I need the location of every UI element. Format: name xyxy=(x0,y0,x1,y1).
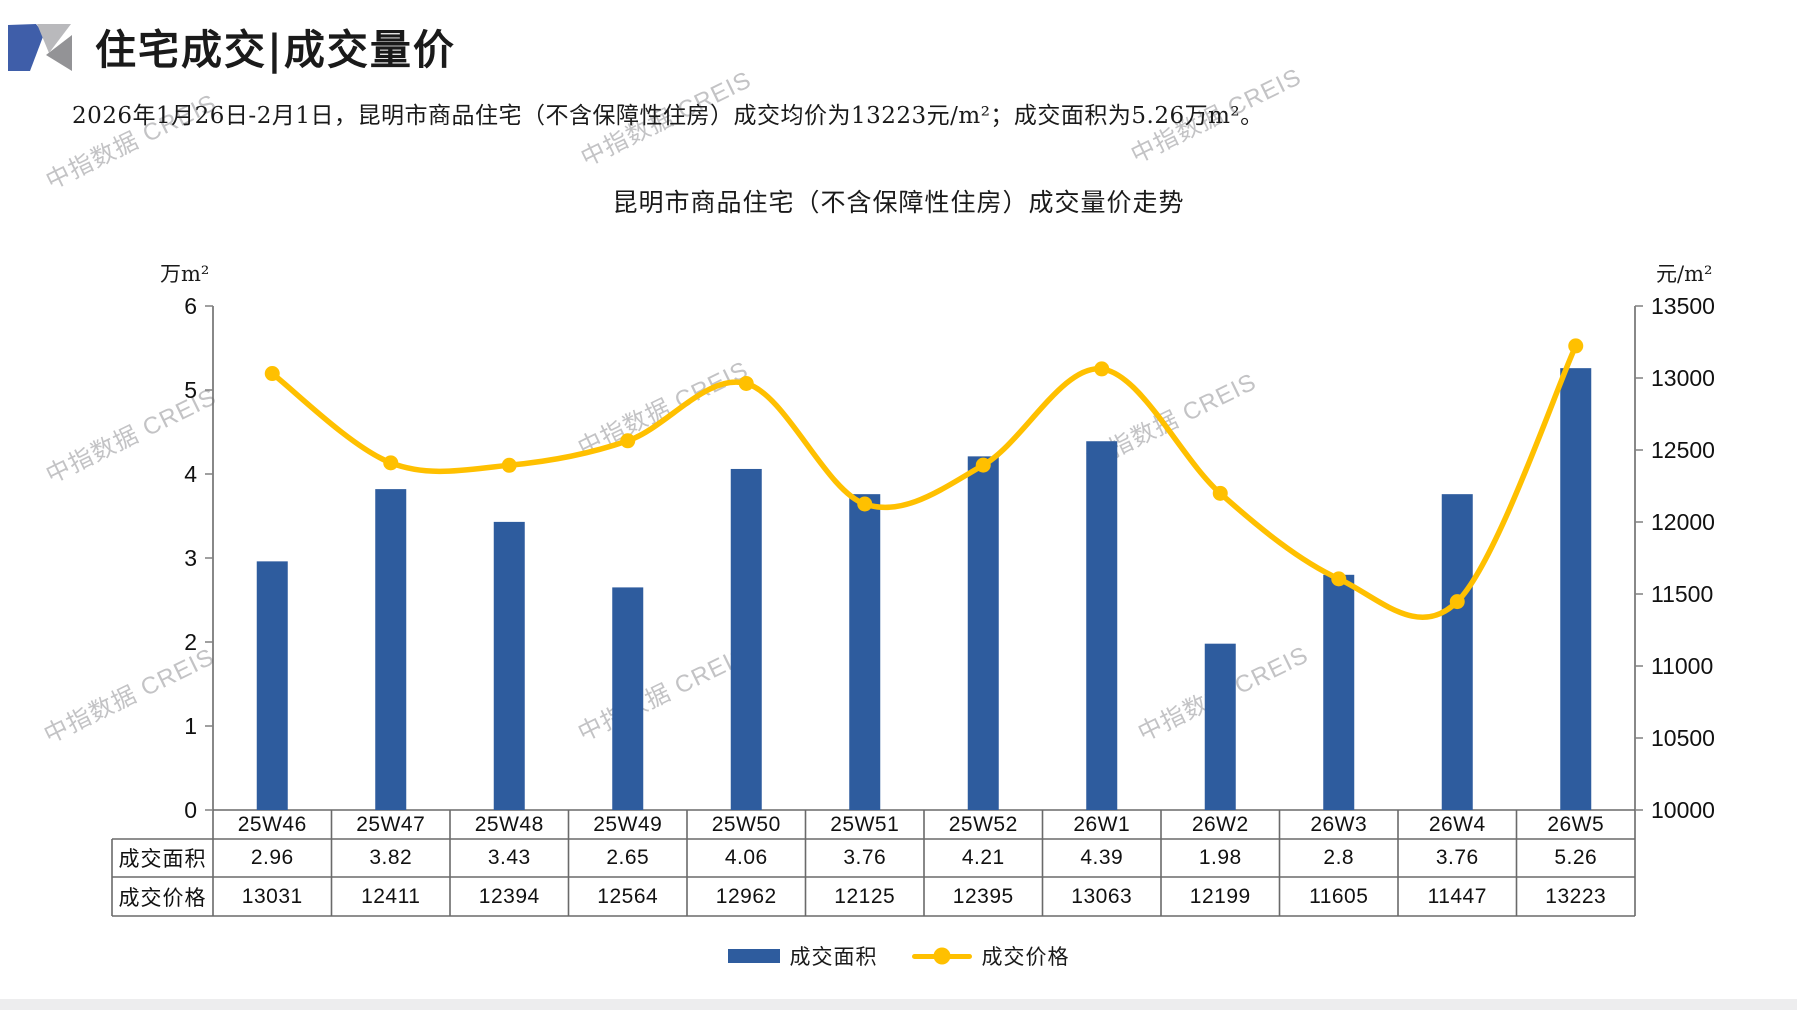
price-marker-26W4 xyxy=(1449,594,1465,610)
table-cell-price: 12199 xyxy=(1189,884,1251,908)
table-cell-area: 3.76 xyxy=(843,846,887,869)
legend-item-price: 成交价格 xyxy=(911,941,1070,971)
table-cell-area: 2.96 xyxy=(250,846,294,869)
left-axis-tick-label: 3 xyxy=(184,545,197,571)
chart-title: 昆明市商品住宅（不含保障性住房）成交量价走势 xyxy=(612,188,1185,217)
table-week-header: 26W3 xyxy=(1310,812,1368,836)
table-week-header: 26W4 xyxy=(1428,812,1486,836)
legend-label-price: 成交价格 xyxy=(981,945,1070,969)
left-axis-tick-label: 1 xyxy=(184,713,197,739)
price-marker-26W2 xyxy=(1212,485,1228,501)
table-cell-area: 5.26 xyxy=(1554,846,1598,869)
left-axis-tick-label: 4 xyxy=(184,461,197,487)
price-marker-26W3 xyxy=(1331,571,1347,587)
table-week-header: 26W2 xyxy=(1191,812,1249,836)
table-cell-area: 2.8 xyxy=(1323,846,1355,869)
price-marker-25W46 xyxy=(264,366,280,382)
table-cell-price: 12962 xyxy=(715,884,777,908)
table-cell-area: 3.82 xyxy=(369,846,413,869)
table-cell-price: 13223 xyxy=(1545,884,1607,908)
right-axis-tick-label: 13000 xyxy=(1651,365,1715,391)
area-bar-26W4 xyxy=(1441,494,1473,810)
table-cell-price: 13031 xyxy=(241,884,303,908)
area-bar-25W49 xyxy=(612,587,644,810)
table-cell-price: 11447 xyxy=(1427,884,1487,908)
table-week-header: 25W49 xyxy=(593,812,663,836)
price-marker-26W5 xyxy=(1568,338,1584,354)
price-marker-swatch xyxy=(933,947,950,965)
table-cell-price: 13063 xyxy=(1071,884,1133,908)
area-bar-26W2 xyxy=(1204,643,1236,810)
legend-item-area: 成交面积 xyxy=(727,941,878,971)
right-axis-tick-label: 11500 xyxy=(1651,581,1713,607)
area-bar-26W1 xyxy=(1086,441,1118,810)
table-row-label-area: 成交面积 xyxy=(118,847,207,871)
left-axis-tick-label: 6 xyxy=(184,293,197,319)
left-axis-tick-label: 0 xyxy=(184,797,197,823)
table-cell-area: 4.39 xyxy=(1080,846,1124,869)
area-bar-25W50 xyxy=(730,468,762,810)
table-week-header: 26W5 xyxy=(1547,812,1605,836)
right-axis-tick-label: 12000 xyxy=(1651,509,1715,535)
right-axis-tick-label: 13500 xyxy=(1651,293,1715,319)
price-marker-25W52 xyxy=(975,457,991,473)
table-week-header: 25W47 xyxy=(356,812,426,836)
area-bar-25W46 xyxy=(256,561,288,810)
area-bar-25W47 xyxy=(375,489,407,810)
price-marker-25W47 xyxy=(383,455,399,471)
right-axis-tick-label: 10000 xyxy=(1651,797,1715,823)
table-row-label-price: 成交价格 xyxy=(118,885,207,910)
table-week-header: 25W52 xyxy=(948,812,1018,836)
table-cell-price: 12411 xyxy=(361,884,421,908)
left-axis-tick-label: 5 xyxy=(184,377,197,403)
area-bar-25W52 xyxy=(967,456,999,810)
area-series-swatch xyxy=(727,949,780,963)
legend-label-area: 成交面积 xyxy=(789,945,878,969)
left-axis-unit: 万m² xyxy=(160,262,210,286)
table-cell-price: 12394 xyxy=(478,884,540,908)
area-bar-25W51 xyxy=(849,494,881,810)
table-cell-area: 4.06 xyxy=(724,846,768,869)
table-cell-price: 12125 xyxy=(834,884,896,908)
summary-text: 2026年1月26日-2月1日，昆明市商品住宅（不含保障性住房）成交均价为132… xyxy=(72,103,1264,129)
table-week-header: 26W1 xyxy=(1073,812,1131,836)
price-marker-25W48 xyxy=(501,457,517,473)
price-marker-25W49 xyxy=(620,433,636,449)
right-axis-unit: 元/m² xyxy=(1656,262,1713,286)
table-cell-area: 2.65 xyxy=(606,846,650,869)
price-series-swatch xyxy=(911,947,972,965)
table-cell-area: 4.21 xyxy=(961,846,1005,869)
chart-legend: 成交面积 成交价格 xyxy=(0,941,1797,971)
table-cell-price: 11605 xyxy=(1309,884,1369,908)
area-bar-25W48 xyxy=(493,521,525,810)
table-cell-area: 3.43 xyxy=(487,846,531,869)
table-week-header: 25W46 xyxy=(237,812,307,836)
table-cell-area: 1.98 xyxy=(1198,846,1242,869)
table-week-header: 25W51 xyxy=(830,812,900,836)
right-axis-tick-label: 11000 xyxy=(1651,653,1713,679)
price-marker-26W1 xyxy=(1094,361,1110,377)
table-cell-area: 3.76 xyxy=(1435,846,1479,869)
table-week-header: 25W48 xyxy=(474,812,544,836)
price-marker-25W50 xyxy=(738,375,754,391)
right-axis-tick-label: 12500 xyxy=(1651,437,1715,463)
right-axis-tick-label: 10500 xyxy=(1651,725,1715,751)
table-cell-price: 12395 xyxy=(952,884,1014,908)
area-bar-26W5 xyxy=(1560,368,1592,810)
price-marker-25W51 xyxy=(857,496,873,512)
slide-bottom-edge xyxy=(0,999,1797,1010)
table-week-header: 25W50 xyxy=(711,812,781,836)
table-cell-price: 12564 xyxy=(597,884,659,908)
logo xyxy=(8,24,74,76)
logo-icon xyxy=(8,24,72,71)
area-bar-26W3 xyxy=(1323,574,1355,810)
left-axis-tick-label: 2 xyxy=(184,629,197,655)
page-title: 住宅成交|成交量价 xyxy=(95,26,456,74)
